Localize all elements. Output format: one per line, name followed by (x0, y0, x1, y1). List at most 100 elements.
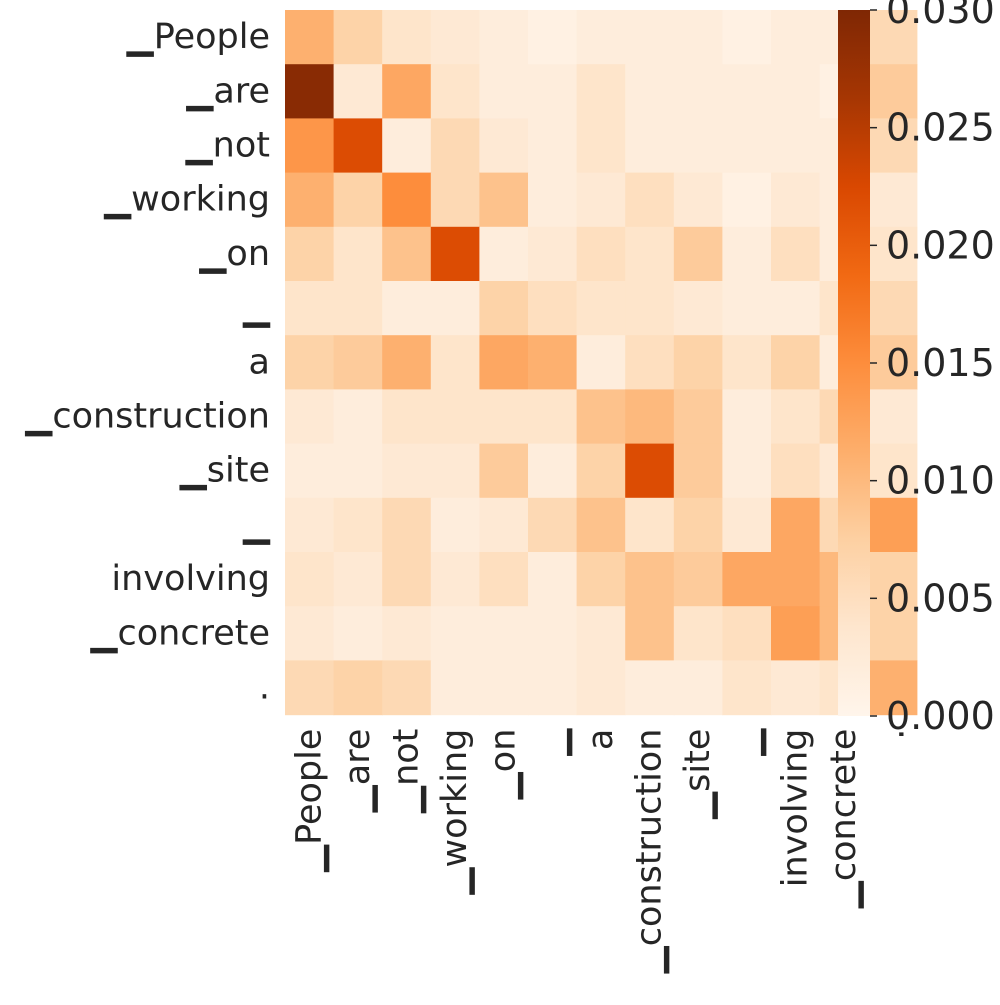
heatmap-cell-r9-c9 (722, 497, 772, 553)
heatmap-cell-r12-c3 (430, 660, 480, 716)
heatmap-cell-r8-c10 (771, 443, 821, 499)
heatmap-cell-r9-c8 (673, 497, 723, 553)
column-label: ▁construction (630, 729, 670, 975)
heatmap-cell-r4-c3 (430, 226, 480, 282)
heatmap-cell-r3-c0 (285, 172, 335, 228)
column-label: ▁ (727, 728, 767, 757)
heatmap-cell-r1-c1 (333, 64, 383, 119)
heatmap-cell-r5-c7 (625, 281, 675, 336)
heatmap-cell-r9-c2 (382, 497, 432, 553)
heatmap-cell-r7-c12 (868, 389, 918, 445)
heatmap-cell-r8-c3 (430, 443, 480, 499)
heatmap-cell-r4-c7 (625, 226, 675, 282)
heatmap-cell-r1-c2 (382, 64, 432, 119)
row-label: ▁ (242, 505, 271, 545)
heatmap-cell-r7-c1 (333, 389, 383, 445)
heatmap-cell-r11-c10 (771, 606, 821, 661)
heatmap-cell-r3-c10 (771, 172, 821, 228)
heatmap-cell-r7-c5 (528, 389, 578, 445)
heatmap-cell-r12-c9 (722, 660, 772, 716)
heatmap-cell-r0-c3 (430, 10, 480, 65)
heatmap-cell-r1-c0 (285, 64, 335, 119)
heatmap-cell-r7-c3 (430, 389, 480, 445)
heatmap-cell-r1-c10 (771, 64, 821, 119)
heatmap-cell-r8-c7 (625, 443, 675, 499)
heatmap-cell-r11-c1 (333, 606, 383, 661)
heatmap-cell-r12-c0 (285, 660, 335, 716)
heatmap-cell-r9-c4 (479, 497, 529, 553)
row-label: involving (111, 559, 270, 599)
heatmap-cell-r0-c2 (382, 10, 432, 65)
heatmap-cell-r10-c0 (285, 552, 335, 607)
heatmap-cell-r1-c12 (868, 64, 918, 119)
heatmap-cell-r6-c6 (576, 335, 626, 390)
heatmap-cell-r9-c5 (528, 497, 578, 553)
heatmap-cell-r11-c2 (382, 606, 432, 661)
column-label: a (581, 729, 621, 750)
heatmap-cell-r9-c6 (576, 497, 626, 553)
heatmap-cell-r8-c12 (868, 443, 918, 499)
heatmap-cell-r3-c12 (868, 172, 918, 228)
heatmap-cell-r5-c6 (576, 281, 626, 336)
colorbar (838, 10, 870, 716)
heatmap-cell-r7-c8 (673, 389, 723, 445)
heatmap-cell-r5-c8 (673, 281, 723, 336)
heatmap-cell-r5-c4 (479, 281, 529, 336)
colorbar-tick-label: 0.000 (886, 694, 995, 738)
heatmap-cell-r11-c7 (625, 606, 675, 661)
column-label: involving (775, 729, 815, 888)
heatmap-cell-r4-c6 (576, 226, 626, 282)
colorbar-tick-label: 0.020 (886, 223, 995, 267)
heatmap-cell-r6-c8 (673, 335, 723, 390)
heatmap-cell-r4-c8 (673, 226, 723, 282)
heatmap-cell-r4-c5 (528, 226, 578, 282)
heatmap-cell-r6-c7 (625, 335, 675, 390)
row-label: ▁are (185, 71, 270, 111)
heatmap-cell-r2-c3 (430, 118, 480, 174)
heatmap-cell-r6-c0 (285, 335, 335, 390)
heatmap-cell-r10-c5 (528, 552, 578, 607)
heatmap-cell-r3-c7 (625, 172, 675, 228)
heatmap-cell-r10-c7 (625, 552, 675, 607)
heatmap-cell-r12-c12 (868, 660, 918, 716)
heatmap-cell-r7-c4 (479, 389, 529, 445)
heatmap-cell-r4-c4 (479, 226, 529, 282)
column-label: ▁on (484, 729, 524, 801)
heatmap-cell-r0-c6 (576, 10, 626, 65)
heatmap-cell-r12-c6 (576, 660, 626, 716)
heatmap-cell-r4-c10 (771, 226, 821, 282)
heatmap-cell-r11-c12 (868, 606, 918, 661)
heatmap-cell-r7-c2 (382, 389, 432, 445)
heatmap-cell-r11-c3 (430, 606, 480, 661)
column-label: ▁are (338, 729, 378, 814)
column-label: ▁working (435, 729, 475, 896)
heatmap-cell-r6-c10 (771, 335, 821, 390)
heatmap-cell-r12-c5 (528, 660, 578, 716)
heatmap-cell-r2-c1 (333, 118, 383, 174)
heatmap-cell-r6-c9 (722, 335, 772, 390)
heatmap-cell-r6-c5 (528, 335, 578, 390)
row-label: . (259, 668, 270, 708)
heatmap-cell-r9-c1 (333, 497, 383, 553)
heatmap-cell-r2-c9 (722, 118, 772, 174)
heatmap-cell-r3-c4 (479, 172, 529, 228)
column-label: ▁People (289, 729, 329, 873)
colorbar-tick-label: 0.025 (886, 106, 995, 150)
heatmap-cell-r6-c4 (479, 335, 529, 390)
heatmap-cell-r2-c6 (576, 118, 626, 174)
colorbar-tick-label: 0.010 (886, 459, 995, 503)
heatmap-cell-r0-c5 (528, 10, 578, 65)
heatmap-cell-r7-c10 (771, 389, 821, 445)
heatmap-cell-r5-c1 (333, 281, 383, 336)
heatmap-cell-r12-c2 (382, 660, 432, 716)
column-label: ▁concrete (824, 729, 864, 909)
heatmap-cell-r4-c0 (285, 226, 335, 282)
colorbar-tick-label: 0.030 (886, 0, 995, 32)
heatmap-cell-r3-c6 (576, 172, 626, 228)
heatmap-cell-r3-c5 (528, 172, 578, 228)
heatmap-cell-r8-c4 (479, 443, 529, 499)
heatmap-cell-r8-c8 (673, 443, 723, 499)
colorbar-tick-label: 0.005 (886, 576, 995, 620)
heatmap-cell-r11-c5 (528, 606, 578, 661)
